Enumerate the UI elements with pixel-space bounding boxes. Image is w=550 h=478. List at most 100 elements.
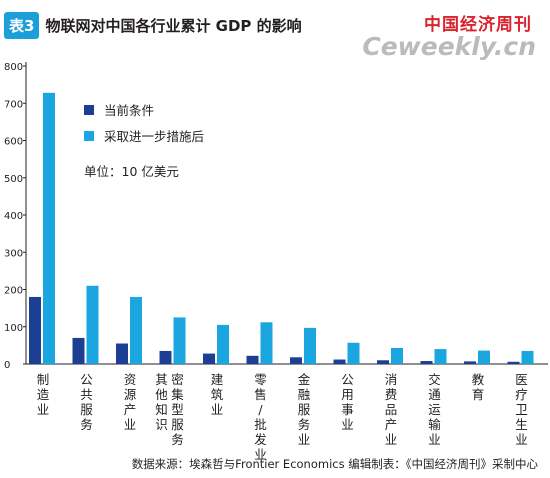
bar-further-4 — [217, 324, 229, 364]
bar-current-11 — [507, 361, 520, 364]
category-label-char: 运 — [428, 402, 441, 417]
category-label-char: / — [258, 402, 263, 417]
category-label-char: 用 — [341, 387, 354, 402]
ceweekly-logo: 中国经济周刊 Ceweekly.cn — [328, 4, 538, 66]
category-label-char: 融 — [298, 387, 311, 402]
category-label-char: 制 — [37, 372, 50, 387]
bar-current-7 — [333, 359, 346, 364]
category-label-char: 疗 — [515, 387, 528, 402]
bar-current-0 — [29, 296, 41, 364]
y-tick-label: 700 — [4, 99, 23, 110]
category-label-char: 金 — [298, 372, 311, 387]
category-label-char: 业 — [211, 402, 224, 417]
category-label-char: 费 — [385, 387, 398, 402]
bar-further-1 — [86, 285, 99, 364]
category-label-char: 业 — [254, 447, 267, 462]
bar-current-2 — [116, 343, 128, 364]
bar-current-8 — [377, 360, 389, 364]
y-tick-label: 0 — [4, 360, 10, 371]
bar-further-8 — [391, 347, 403, 364]
category-label-char: 其 — [155, 372, 168, 387]
category-label-char: 业 — [37, 402, 50, 417]
bar-current-4 — [203, 353, 215, 364]
category-label-char: 产 — [124, 402, 137, 417]
bar-current-6 — [290, 357, 302, 364]
data-source-note: 数据来源：埃森哲与Frontier Economics 编辑制表：《中国经济周刊… — [131, 457, 538, 471]
category-label-char: 售 — [254, 387, 267, 402]
bar-current-9 — [420, 361, 433, 364]
category-label-char: 集 — [171, 387, 184, 402]
bar-current-5 — [246, 355, 259, 364]
category-label-char: 消 — [385, 372, 398, 387]
category-label-char: 源 — [124, 387, 137, 402]
legend-label-further: 采取进一步措施后 — [104, 129, 204, 144]
category-label-char: 批 — [254, 417, 267, 432]
category-label-char: 业 — [298, 432, 311, 447]
category-label-char: 品 — [385, 402, 398, 417]
bar-further-9 — [434, 349, 447, 364]
category-label-char: 育 — [472, 387, 485, 402]
legend-swatch-further — [84, 131, 94, 141]
category-label-char: 公 — [341, 372, 354, 387]
category-label-char: 输 — [428, 417, 441, 432]
category-label-char: 发 — [254, 432, 267, 447]
category-label-char: 业 — [515, 432, 528, 447]
category-label-char: 识 — [155, 417, 168, 432]
category-label-char: 知 — [155, 402, 168, 417]
chart-title: 物联网对中国各行业累计 GDP 的影响 — [45, 16, 302, 35]
bar-further-7 — [347, 342, 360, 364]
unit-label: 单位：10 亿美元 — [84, 164, 179, 179]
category-label-char: 资 — [124, 372, 137, 387]
category-label-char: 通 — [428, 387, 441, 402]
category-label-char: 服 — [171, 417, 184, 432]
y-tick-label: 300 — [4, 248, 23, 259]
category-label-char: 零 — [254, 372, 267, 387]
y-tick-label: 200 — [4, 286, 23, 297]
category-label-char: 业 — [124, 417, 137, 432]
category-label-char: 业 — [428, 432, 441, 447]
category-label-char: 事 — [341, 402, 354, 417]
category-label-char: 建 — [211, 372, 224, 387]
y-tick-label: 400 — [4, 211, 23, 222]
y-tick-label: 100 — [4, 323, 23, 334]
category-label-char: 筑 — [211, 387, 224, 402]
y-tick-label: 500 — [4, 174, 23, 185]
bar-further-5 — [260, 322, 273, 364]
category-label-char: 交 — [428, 372, 441, 387]
bar-current-3 — [159, 350, 172, 364]
category-label-char: 共 — [80, 387, 93, 402]
category-label-char: 务 — [80, 417, 93, 432]
bar-further-11 — [521, 350, 534, 364]
y-tick-label: 800 — [4, 62, 23, 73]
category-label-char: 造 — [37, 387, 50, 402]
category-label-char: 教 — [472, 372, 485, 387]
chart-title-bar: 表3 物联网对中国各行业累计 GDP 的影响 — [4, 11, 302, 39]
legend-label-current: 当前条件 — [104, 103, 154, 118]
category-label-char: 业 — [385, 432, 398, 447]
category-label-char: 产 — [385, 417, 398, 432]
category-label-char: 他 — [155, 387, 168, 402]
category-label-char: 密 — [171, 372, 184, 387]
legend-swatch-current — [84, 105, 94, 115]
category-label-char: 型 — [171, 402, 184, 417]
logo-chinese-text: 中国经济周刊 — [424, 15, 532, 35]
bar-further-3 — [173, 317, 186, 364]
category-label-char: 业 — [341, 417, 354, 432]
category-label-char: 公 — [80, 372, 93, 387]
table-number-badge: 表3 — [4, 11, 40, 39]
category-label-char: 生 — [515, 417, 528, 432]
bar-further-6 — [304, 327, 316, 364]
category-label-char: 医 — [515, 372, 528, 387]
bar-further-2 — [130, 296, 142, 364]
logo-english-text: Ceweekly.cn — [362, 32, 536, 61]
y-tick-label: 600 — [4, 137, 23, 148]
bar-further-10 — [478, 350, 490, 364]
category-label-char: 服 — [298, 402, 311, 417]
category-label-char: 服 — [80, 402, 93, 417]
category-label-char: 务 — [171, 432, 184, 447]
bar-current-10 — [464, 361, 476, 364]
category-label-char: 卫 — [515, 402, 528, 417]
bar-current-1 — [72, 337, 85, 364]
bar-further-0 — [43, 92, 55, 364]
